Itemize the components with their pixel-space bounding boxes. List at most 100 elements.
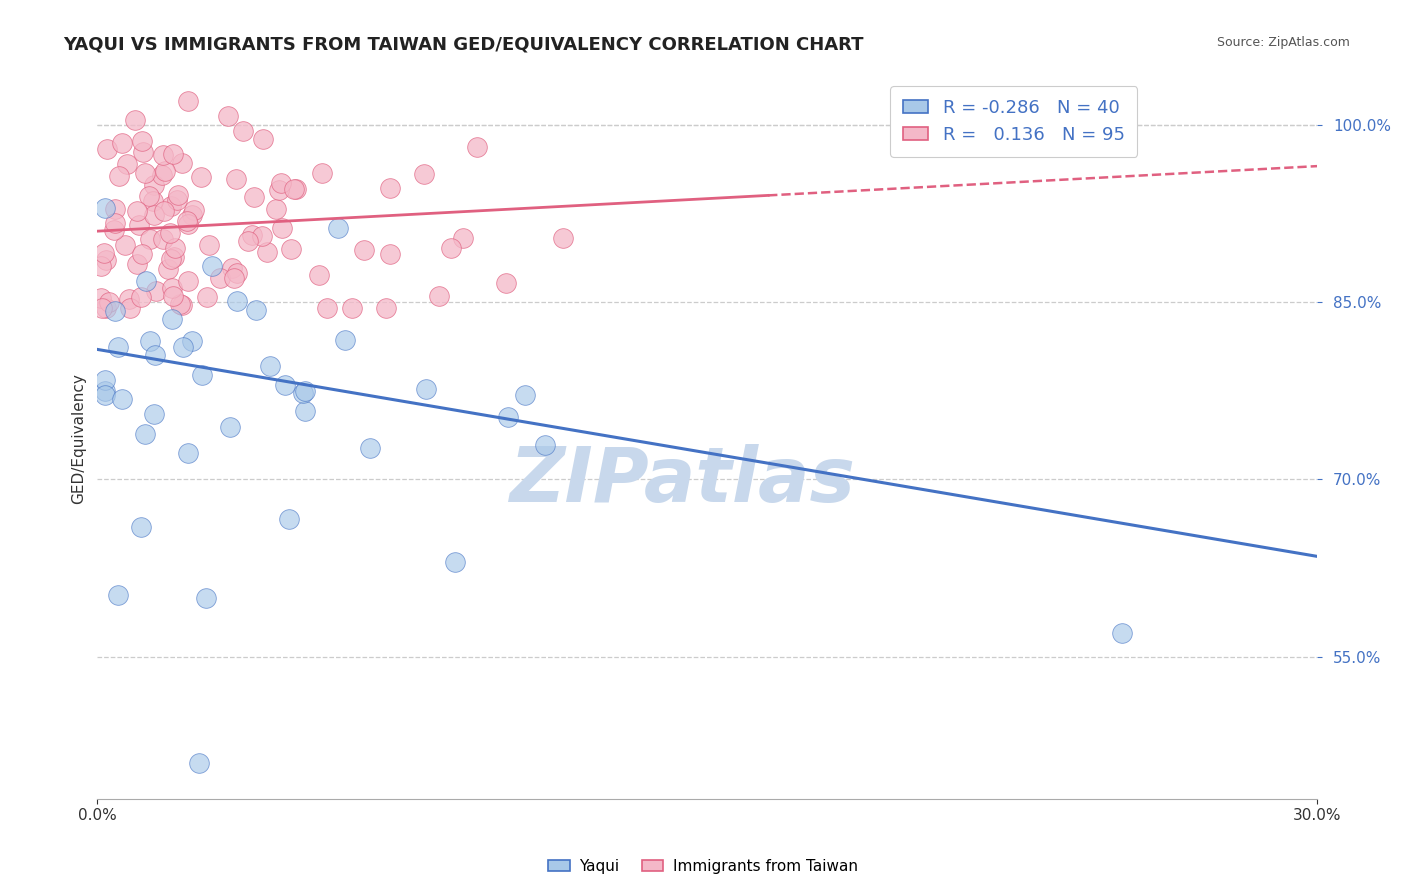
Point (183, 203, 205, 218)
Point (93, 246, 115, 260)
Text: YAQUI VS IMMIGRANTS FROM TAIWAN GED/EQUIVALENCY CORRELATION CHART: YAQUI VS IMMIGRANTS FROM TAIWAN GED/EQUI… (63, 36, 863, 54)
Point (162, 280, 184, 294)
Legend: Yaqui, Immigrants from Taiwan: Yaqui, Immigrants from Taiwan (543, 853, 863, 880)
Point (142, 407, 165, 421)
Point (134, 427, 156, 442)
Point (129, 290, 152, 304)
Point (98, 294, 121, 309)
Point (188, 756, 211, 771)
Point (176, 213, 198, 227)
Point (240, 227, 263, 242)
Point (259, 359, 281, 374)
Point (465, 139, 488, 153)
Point (150, 168, 173, 182)
Point (328, 221, 350, 235)
Point (104, 304, 127, 318)
Point (159, 199, 181, 213)
Point (108, 169, 131, 183)
Point (103, 223, 125, 237)
Point (160, 252, 183, 267)
Point (224, 270, 246, 285)
Point (513, 387, 536, 401)
Point (131, 134, 153, 148)
Point (115, 157, 138, 171)
Point (96, 142, 118, 156)
Point (340, 301, 363, 315)
Point (316, 301, 339, 315)
Point (107, 340, 129, 354)
Point (104, 202, 127, 216)
Point (270, 176, 292, 190)
Point (180, 334, 202, 348)
Point (225, 293, 247, 308)
Point (94, 373, 117, 387)
Point (359, 441, 381, 455)
Point (114, 237, 136, 252)
Point (111, 136, 134, 150)
Point (94, 388, 117, 402)
Point (177, 94, 200, 108)
Point (177, 446, 200, 460)
Point (440, 241, 463, 255)
Point (195, 290, 218, 304)
Point (145, 284, 167, 298)
Text: ZIPatlas: ZIPatlas (510, 444, 856, 518)
Point (191, 368, 214, 383)
Point (412, 167, 434, 181)
Point (90, 259, 112, 273)
Point (90, 291, 112, 305)
Point (142, 208, 165, 222)
Point (125, 204, 148, 219)
Point (111, 392, 134, 406)
Point (271, 221, 294, 235)
Point (132, 145, 155, 159)
Point (256, 244, 278, 259)
Point (292, 386, 315, 401)
Legend: R = -0.286   N = 40, R =   0.136   N = 95: R = -0.286 N = 40, R = 0.136 N = 95 (890, 87, 1137, 157)
Point (225, 171, 247, 186)
Point (209, 270, 232, 285)
Point (311, 166, 333, 180)
Point (451, 231, 474, 245)
Point (551, 230, 574, 244)
Point (427, 289, 450, 303)
Point (128, 219, 150, 233)
Point (172, 340, 194, 354)
Point (152, 232, 174, 246)
Point (308, 268, 330, 282)
Point (94, 384, 117, 399)
Point (378, 181, 401, 195)
Point (269, 183, 291, 197)
Point (124, 113, 146, 128)
Point (166, 193, 188, 207)
Point (415, 382, 437, 396)
Point (104, 216, 127, 230)
Point (232, 124, 254, 138)
Point (143, 178, 166, 193)
Point (534, 438, 557, 452)
Point (380, 246, 402, 260)
Point (280, 242, 302, 256)
Point (496, 409, 519, 424)
Point (134, 166, 156, 180)
Point (131, 246, 153, 260)
Point (335, 333, 357, 347)
Point (375, 301, 398, 315)
Point (172, 156, 194, 170)
Point (194, 591, 217, 605)
Point (162, 147, 184, 161)
Point (274, 378, 297, 392)
Point (129, 520, 152, 534)
Point (142, 194, 165, 208)
Point (169, 297, 191, 311)
Point (245, 302, 267, 317)
Point (125, 257, 148, 271)
Point (139, 231, 162, 245)
Point (243, 190, 266, 204)
Point (226, 266, 249, 280)
Point (294, 403, 316, 417)
Point (143, 348, 166, 362)
Point (139, 334, 162, 348)
Point (156, 262, 179, 277)
Point (443, 555, 465, 569)
